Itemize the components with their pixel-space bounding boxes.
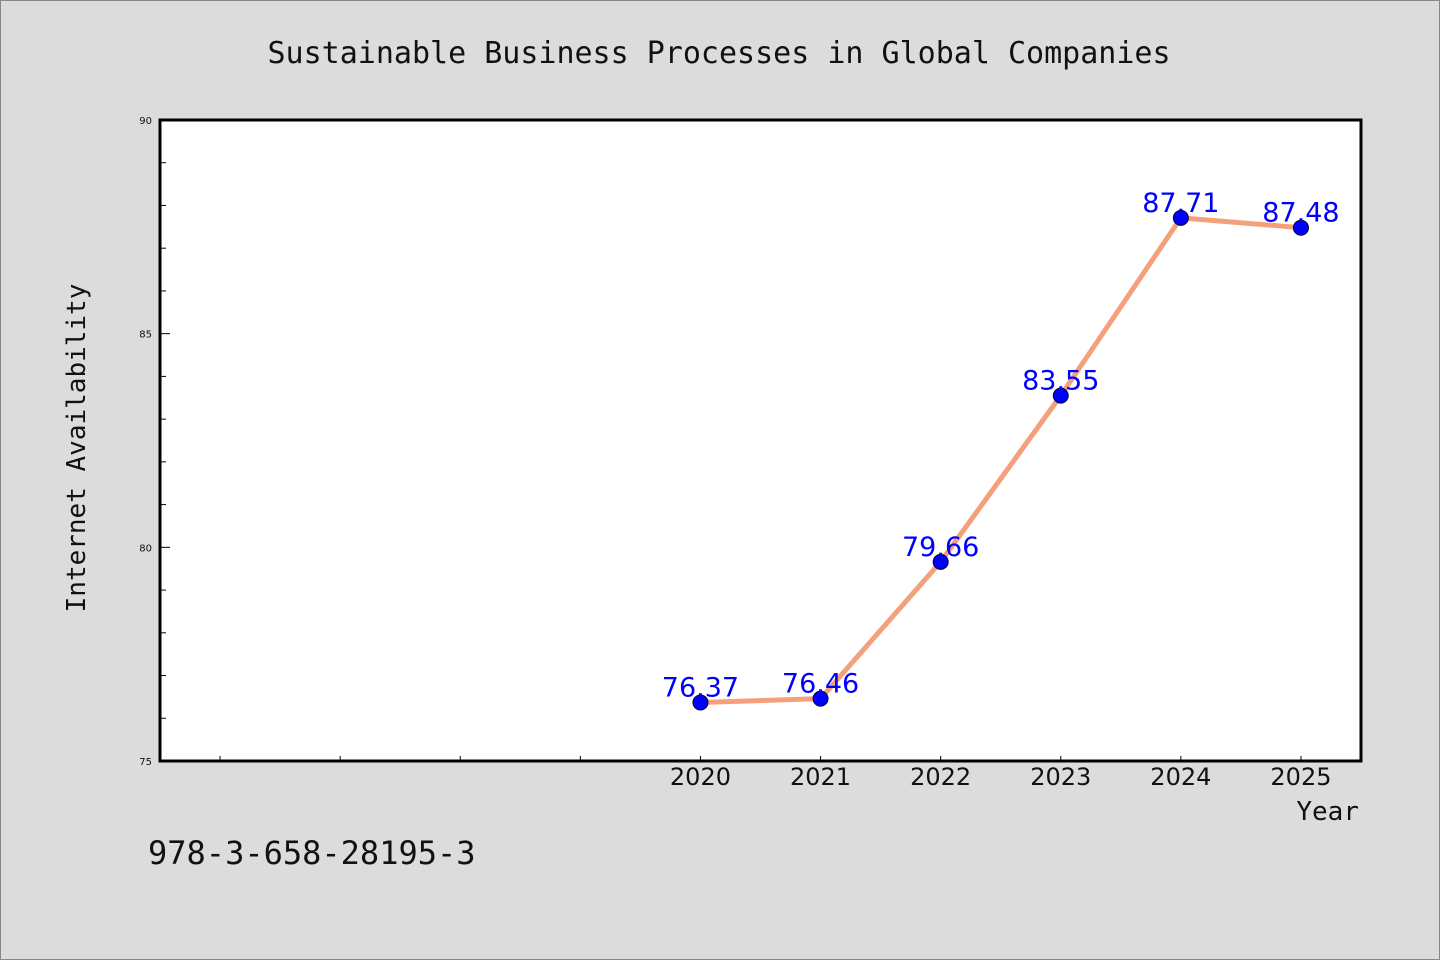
x-axis: 2020 2021 2022 2023 2024 2025 xyxy=(219,756,1331,791)
series-line xyxy=(700,215,1302,705)
chart-title: Sustainable Business Processes in Global… xyxy=(267,36,1170,71)
data-point xyxy=(932,553,949,570)
data-labels: 76.37 76.46 79.66 83.55 87.71 87.48 xyxy=(662,188,1340,704)
footer-identifier: 978-3-658-28195-3 xyxy=(148,834,476,872)
data-label: 79.66 xyxy=(902,532,979,563)
data-point xyxy=(1172,209,1189,226)
x-tick-label: 2023 xyxy=(1030,763,1091,791)
data-point xyxy=(1292,219,1309,236)
y-axis: 75 80 85 90 xyxy=(139,116,170,768)
data-label: 87.71 xyxy=(1142,188,1219,219)
x-axis-label: Year xyxy=(1296,797,1359,827)
data-label: 76.46 xyxy=(782,669,859,700)
y-tick-label: 75 xyxy=(139,757,152,768)
data-label: 87.48 xyxy=(1262,198,1339,229)
x-tick-label: 2024 xyxy=(1150,763,1211,791)
data-point xyxy=(692,694,709,711)
y-tick-label: 90 xyxy=(139,116,152,127)
y-tick-label: 80 xyxy=(139,543,152,554)
y-axis-label: Internet Availability xyxy=(62,284,92,613)
data-point xyxy=(812,690,829,707)
x-tick-label: 2020 xyxy=(670,763,731,791)
data-label: 76.37 xyxy=(662,672,739,703)
x-tick-label: 2022 xyxy=(910,763,971,791)
y-tick-label: 85 xyxy=(139,330,152,341)
data-label: 83.55 xyxy=(1022,366,1099,397)
x-tick-label: 2025 xyxy=(1270,763,1331,791)
data-points xyxy=(692,209,1309,711)
data-point xyxy=(1052,387,1069,404)
plot-area xyxy=(158,118,1363,763)
x-tick-label: 2021 xyxy=(790,763,851,791)
